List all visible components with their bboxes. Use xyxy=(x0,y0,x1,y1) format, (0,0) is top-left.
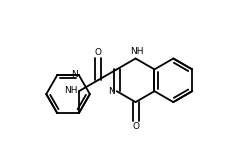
Text: O: O xyxy=(132,122,139,131)
Text: O: O xyxy=(94,48,101,57)
Text: NH: NH xyxy=(64,86,78,95)
Text: NH: NH xyxy=(130,47,143,56)
Text: N: N xyxy=(71,70,78,79)
Text: N: N xyxy=(108,87,115,96)
